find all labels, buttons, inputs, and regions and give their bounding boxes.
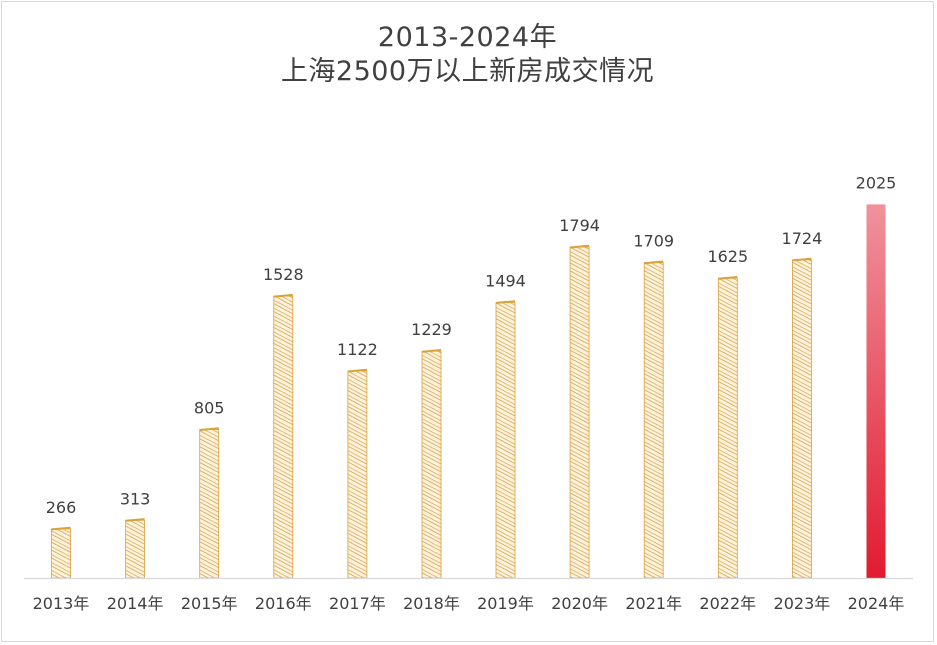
bar-2021年 (643, 262, 664, 579)
x-tick-label-2015年: 2015年 (181, 594, 238, 613)
x-tick-label-2020年: 2020年 (551, 594, 608, 613)
bar-cap-2019年 (495, 300, 516, 304)
x-tick-label-2024年: 2024年 (848, 594, 905, 613)
x-tick-labels-group: 2013年 2014年 2015年 2016年 2017年 2018年 2019年 2020年… (33, 594, 905, 613)
bar-cap-2022年 (718, 276, 738, 280)
data-label-2021年: 1709 (633, 232, 674, 251)
data-label-2013年: 266 (46, 498, 77, 517)
data-labels-group: 266 313 805 1528 1122 1229 1494 1794 1709 1625 172… (46, 173, 897, 517)
bar-2015年 (199, 429, 220, 579)
bar-cap-2017年 (347, 368, 367, 373)
x-tick-label-2017年: 2017年 (329, 594, 386, 613)
data-label-2024年: 2025 (856, 173, 897, 192)
data-label-2017年: 1122 (337, 340, 378, 359)
bar-cap-2018年 (421, 349, 442, 353)
bar-2020年 (569, 246, 590, 579)
bar-2024年 (866, 204, 886, 578)
bar-2014年 (125, 519, 145, 579)
x-tick-label-2022年: 2022年 (699, 594, 756, 613)
bar-2023年 (792, 259, 812, 579)
data-label-2018年: 1229 (411, 320, 452, 339)
x-tick-label-2021年: 2021年 (625, 594, 682, 613)
bar-cap-2020年 (570, 244, 590, 249)
data-label-2014年: 313 (120, 489, 151, 508)
bar-2019年 (495, 301, 516, 579)
bar-2016年 (273, 295, 294, 579)
bar-2013年 (51, 528, 71, 579)
chart-title-line-1: 2013-2024年 (377, 22, 558, 53)
chart-title-line-2: 上海2500万以上新房成交情况 (280, 56, 655, 87)
data-label-2016年: 1528 (263, 265, 304, 284)
bar-cap-2014年 (125, 518, 145, 522)
x-tick-label-2013年: 2013年 (33, 594, 90, 613)
x-tick-label-2018年: 2018年 (403, 594, 460, 613)
bar-2017年 (347, 370, 368, 579)
bar-2022年 (717, 277, 738, 579)
x-tick-label-2019年: 2019年 (477, 594, 534, 613)
bar-cap-2021年 (644, 260, 664, 265)
data-label-2015年: 805 (194, 399, 225, 418)
data-label-2022年: 1625 (707, 247, 748, 266)
bar-cap-2016年 (273, 293, 293, 298)
bar-cap-2013年 (51, 526, 71, 531)
x-tick-label-2016年: 2016年 (255, 594, 312, 613)
data-label-2020年: 1794 (559, 216, 600, 235)
bar-2018年 (421, 350, 442, 579)
data-label-2023年: 1724 (782, 229, 823, 248)
bars-group (51, 204, 886, 579)
x-tick-label-2023年: 2023年 (774, 594, 831, 613)
data-label-2019年: 1494 (485, 271, 526, 290)
x-tick-label-2014年: 2014年 (107, 594, 164, 613)
bar-cap-2015年 (199, 427, 219, 431)
bar-cap-2023年 (792, 257, 812, 262)
